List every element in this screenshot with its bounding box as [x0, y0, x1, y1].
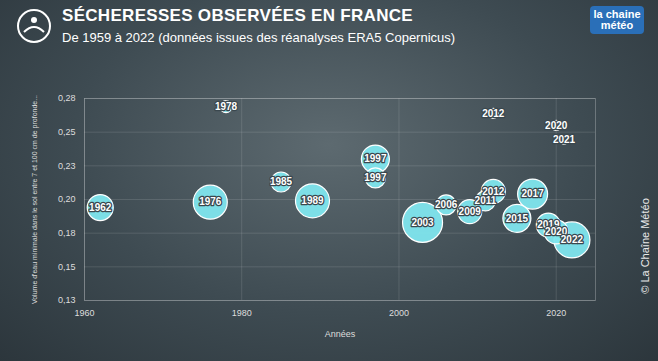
svg-text:2019: 2019 [537, 219, 560, 231]
svg-text:1985: 1985 [270, 176, 293, 187]
svg-text:Volume d'eau minimale dans le: Volume d'eau minimale dans le sol entre … [31, 95, 39, 304]
svg-text:2020: 2020 [545, 226, 568, 237]
html-text:De 1959 à 2022 (données issues: De 1959 à 2022 (données issues des réana… [62, 30, 456, 45]
svg-text:1989: 1989 [301, 195, 324, 206]
svg-text:1980: 1980 [232, 308, 252, 318]
svg-text:0,15: 0,15 [58, 262, 76, 272]
svg-text:2009: 2009 [459, 206, 482, 217]
html-text:la chaine météo: la chaine météo [593, 8, 641, 31]
svg-text:2012: 2012 [482, 186, 505, 197]
svg-text:0,25: 0,25 [58, 127, 76, 137]
svg-text:2011: 2011 [475, 195, 497, 206]
svg-text:1976: 1976 [199, 196, 222, 207]
svg-text:2020: 2020 [546, 308, 566, 318]
svg-text:1978: 1978 [215, 101, 238, 112]
svg-text:2022: 2022 [561, 234, 584, 245]
svg-text:2000: 2000 [389, 308, 409, 318]
svg-text:2015: 2015 [506, 213, 529, 224]
html-text:© La Chaîne Météo: © La Chaîne Météo [639, 198, 651, 294]
svg-text:1962: 1962 [89, 202, 112, 213]
svg-text:1997: 1997 [364, 153, 387, 164]
svg-text:0,28: 0,28 [58, 93, 76, 103]
svg-text:Années: Années [325, 329, 356, 339]
svg-text:2006: 2006 [435, 199, 458, 210]
svg-text:0,18: 0,18 [58, 228, 76, 238]
svg-text:0,20: 0,20 [58, 194, 76, 204]
svg-text:2003: 2003 [411, 217, 434, 228]
svg-text:1960: 1960 [74, 308, 94, 318]
svg-text:2021: 2021 [553, 134, 576, 145]
svg-text:0,13: 0,13 [58, 295, 76, 305]
svg-text:0,23: 0,23 [58, 161, 76, 171]
svg-text:2017: 2017 [521, 188, 544, 199]
html-text:SÉCHERESSES OBSERVÉES EN FRANC: SÉCHERESSES OBSERVÉES EN FRANCE [62, 6, 413, 25]
svg-text:1997: 1997 [364, 172, 387, 183]
svg-text:2012: 2012 [482, 108, 505, 119]
svg-text:2020: 2020 [545, 120, 568, 131]
